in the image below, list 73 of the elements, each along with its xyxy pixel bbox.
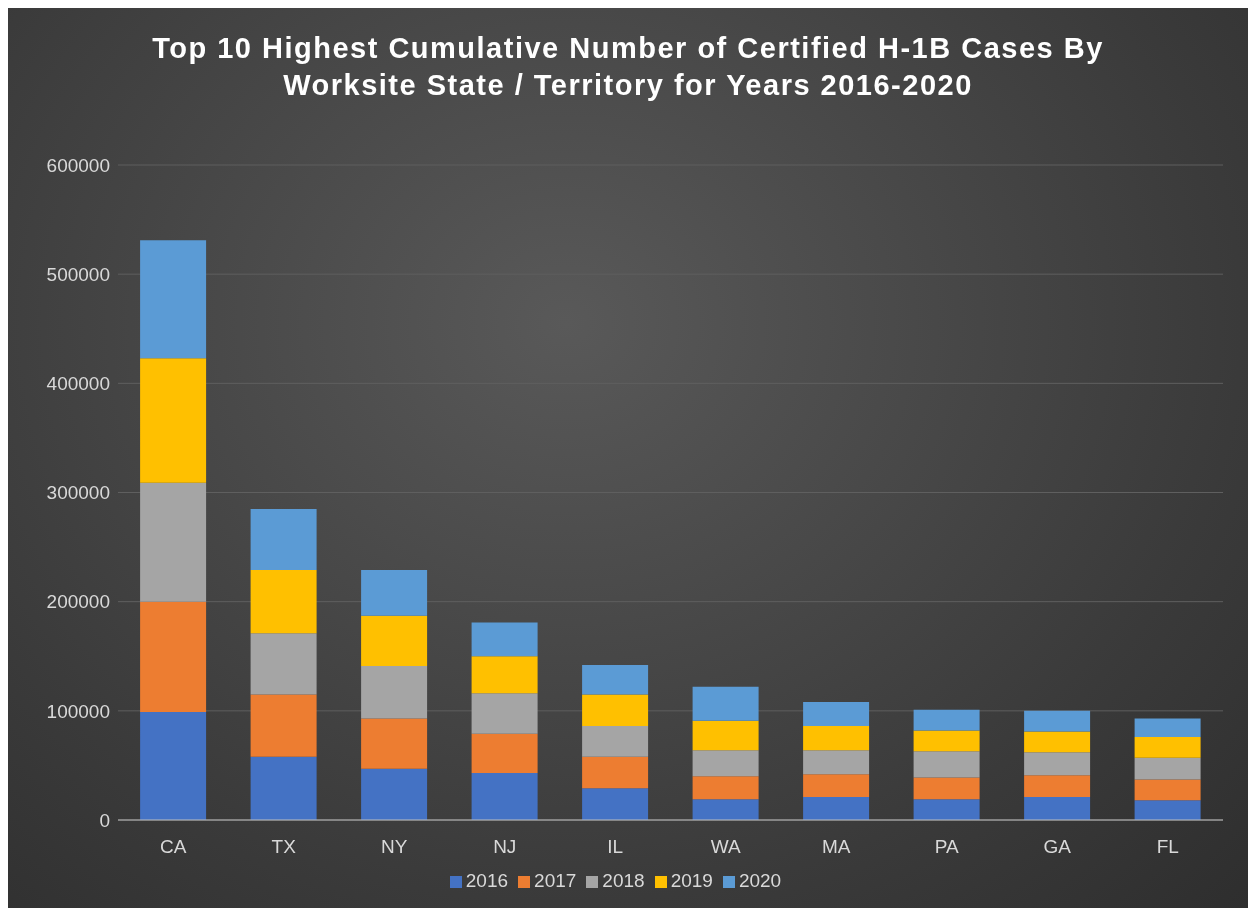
- bar: [361, 768, 428, 820]
- legend-label: 2016: [465, 870, 509, 891]
- legend-label: 2018: [602, 870, 645, 891]
- x-tick-label: MA: [822, 836, 851, 858]
- bar: [692, 686, 759, 721]
- bar: [1024, 797, 1091, 820]
- bar: [692, 799, 759, 820]
- y-tick-label: 400000: [46, 373, 110, 395]
- bar: [692, 776, 759, 800]
- bar: [582, 756, 649, 789]
- bar: [803, 726, 870, 751]
- bar: [140, 601, 207, 712]
- bar: [1024, 731, 1091, 753]
- bar: [1024, 752, 1091, 776]
- y-tick-label: 600000: [46, 154, 110, 176]
- bar: [361, 570, 428, 616]
- legend-label: 2020: [738, 870, 782, 891]
- bar: [140, 358, 207, 483]
- bar: [582, 726, 649, 757]
- bar: [1134, 718, 1201, 738]
- x-tick-label: GA: [1043, 836, 1072, 858]
- bar: [361, 718, 428, 769]
- bar: [913, 709, 980, 731]
- chart-title: Top 10 Highest Cumulative Number of Certified H-1B Cases By Worksite State / Territory for Years 2016-2020: [151, 31, 1105, 103]
- y-tick-label: 300000: [46, 482, 110, 504]
- bar: [250, 756, 317, 820]
- legend-label: 2019: [670, 870, 713, 891]
- bar: [1134, 737, 1201, 758]
- bar: [1134, 779, 1201, 801]
- x-tick-label: NY: [381, 836, 408, 858]
- x-tick-label: FL: [1156, 836, 1179, 858]
- legend-label: 2017: [534, 870, 577, 891]
- bar: [361, 615, 428, 667]
- bar: [250, 570, 317, 634]
- x-tick-label: NJ: [493, 836, 517, 858]
- bar: [803, 750, 870, 775]
- bar: [913, 799, 980, 820]
- bar: [803, 702, 870, 727]
- bar: [250, 694, 317, 757]
- bar: [140, 240, 207, 359]
- bar: [582, 788, 649, 820]
- bar: [471, 656, 538, 694]
- y-tick-label: 0: [99, 809, 110, 831]
- bar: [692, 750, 759, 777]
- bar: [1024, 710, 1091, 732]
- y-tick-label: 100000: [46, 700, 110, 722]
- bar: [471, 693, 538, 734]
- bar: [913, 777, 980, 800]
- bar: [471, 622, 538, 657]
- bar: [1134, 757, 1201, 780]
- bar: [250, 633, 317, 695]
- bar: [471, 733, 538, 774]
- x-tick-label: PA: [934, 836, 960, 858]
- bar: [582, 694, 649, 727]
- bar: [250, 508, 317, 571]
- bar: [140, 711, 207, 820]
- bar: [913, 751, 980, 778]
- x-tick-label: TX: [271, 836, 297, 858]
- x-tick-label: IL: [607, 836, 624, 858]
- x-tick-label: CA: [160, 836, 187, 858]
- bar: [913, 730, 980, 752]
- bar: [1024, 775, 1091, 798]
- bar: [140, 482, 207, 602]
- bar: [803, 774, 870, 798]
- bar: [471, 773, 538, 820]
- bar: [803, 797, 870, 820]
- bar: [692, 720, 759, 751]
- bar: [1134, 800, 1201, 820]
- bar: [361, 666, 428, 719]
- y-tick-label: 500000: [46, 263, 110, 285]
- x-tick-label: WA: [710, 836, 742, 858]
- bar: [582, 664, 649, 695]
- y-tick-label: 200000: [46, 591, 110, 613]
